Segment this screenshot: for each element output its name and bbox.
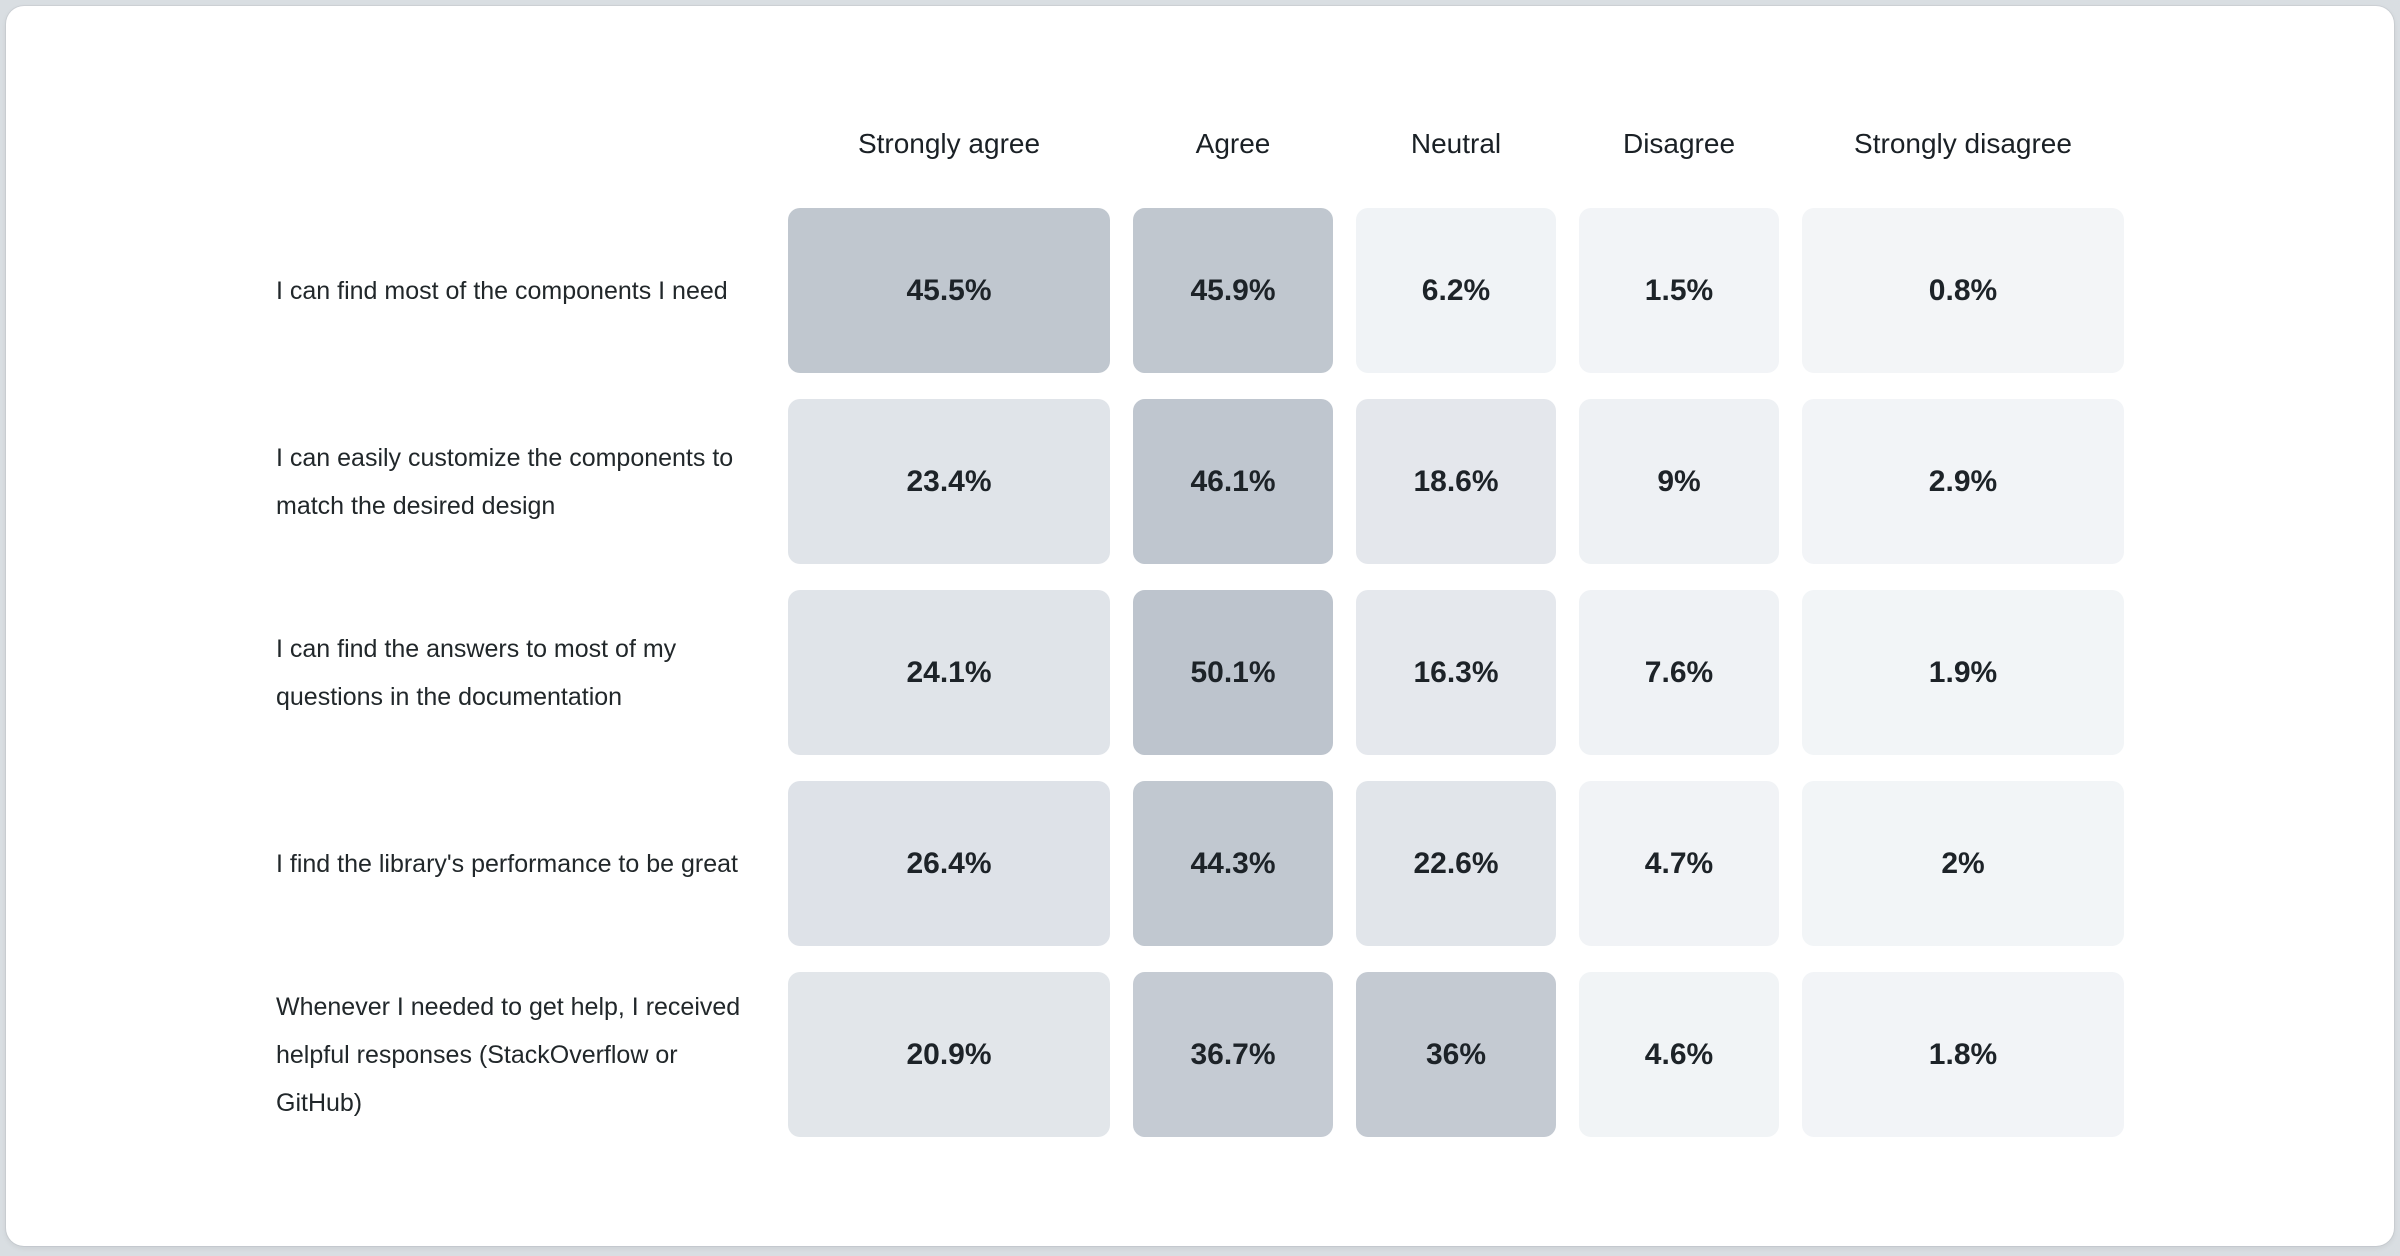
column-header: Strongly disagree [1854,128,2072,159]
column-header: Neutral [1410,128,1502,159]
heatmap-cell: 9% [1579,399,1779,564]
heatmap-cell: 22.6% [1356,781,1556,946]
heatmap-cell: 4.7% [1579,781,1779,946]
heatmap-cell: 45.5% [788,208,1110,373]
heatmap-cell: 36.7% [1133,972,1333,1137]
column-header: Agree [1195,128,1271,159]
column-header: Disagree [1622,128,1736,159]
row-label: Whenever I needed to get help, I receive… [276,992,741,1117]
heatmap-cell: 4.6% [1579,972,1779,1137]
heatmap-cell: 20.9% [788,972,1110,1137]
heatmap-cell: 23.4% [788,399,1110,564]
heatmap-cell: 16.3% [1356,590,1556,755]
chart-card: Strongly agree Agree Neutral Disagree Strong… [6,6,2394,1246]
row-label: I can find most of the components I need [276,276,728,305]
row-label: I can easily customize the components to… [276,443,734,520]
heatmap-cell: 2.9% [1802,399,2124,564]
heatmap-cell: 0.8% [1802,208,2124,373]
heatmap-cell: 18.6% [1356,399,1556,564]
heatmap-cell: 1.9% [1802,590,2124,755]
heatmap-cell: 6.2% [1356,208,1556,373]
column-header: Strongly agree [857,128,1041,159]
corner-spacer [276,106,765,182]
likert-heatmap: Strongly agree Agree Neutral Disagree Strong… [276,106,2124,1137]
heatmap-cell: 36% [1356,972,1556,1137]
heatmap-cell: 1.8% [1802,972,2124,1137]
heatmap-cell: 50.1% [1133,590,1333,755]
heatmap-cell: 7.6% [1579,590,1779,755]
heatmap-cell: 26.4% [788,781,1110,946]
row-label: I find the library's performance to be g… [276,849,738,878]
heatmap-cell: 24.1% [788,590,1110,755]
heatmap-cell: 45.9% [1133,208,1333,373]
heatmap-cell: 1.5% [1579,208,1779,373]
heatmap-cell: 44.3% [1133,781,1333,946]
row-label: I can find the answers to most of my que… [276,634,677,711]
heatmap-cell: 2% [1802,781,2124,946]
heatmap-cell: 46.1% [1133,399,1333,564]
